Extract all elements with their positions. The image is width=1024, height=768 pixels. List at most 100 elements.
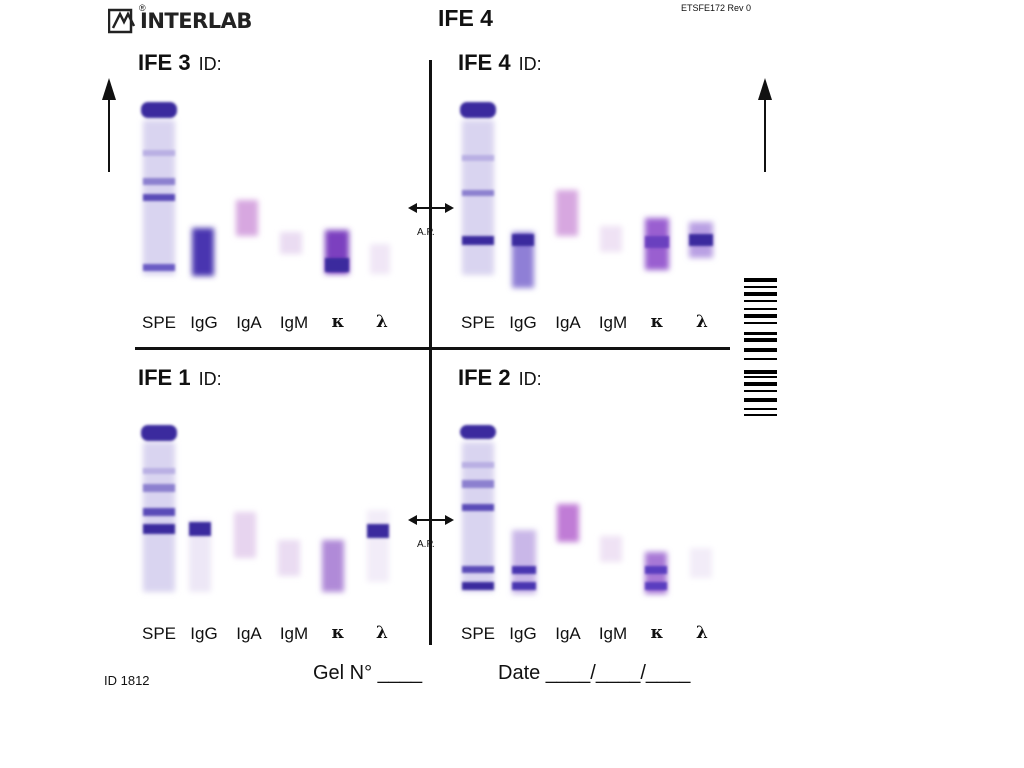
gel-ife2 <box>460 425 712 594</box>
lambda-band <box>370 244 390 274</box>
spe-albumin-band <box>141 425 177 441</box>
spe-band <box>143 468 175 474</box>
lane-label-lambda: λ <box>376 623 388 643</box>
form-id: ID 1812 <box>104 673 150 688</box>
lane-label-iga: IgA <box>555 313 581 332</box>
lane-label-lambda: λ <box>696 312 708 332</box>
spe-band <box>143 524 175 534</box>
lane-label-kappa: κ <box>650 623 664 643</box>
spe-smear <box>143 442 175 592</box>
lane-label-kappa: κ <box>331 623 345 643</box>
igg-band-core <box>512 234 534 246</box>
lambda-band <box>367 510 389 582</box>
igg-band-core <box>512 566 536 574</box>
spe-band <box>462 155 494 161</box>
kappa-band-core <box>645 236 669 248</box>
iga-band <box>557 504 579 542</box>
spe-band <box>143 264 175 271</box>
quadrant-title-ife1: IFE 1 ID: <box>138 365 222 391</box>
quadrant-title-ife3: IFE 3 ID: <box>138 50 222 76</box>
lane-label-igg: IgG <box>190 313 218 332</box>
igm-band <box>278 540 300 576</box>
quadrant-title-ife4: IFE 4 ID: <box>458 50 542 76</box>
lane-label-spe: SPE <box>141 313 177 332</box>
interlab-logo-icon <box>108 8 136 34</box>
spe-smear <box>462 120 494 275</box>
arrow-up-right-icon <box>758 78 772 172</box>
lambda-band-core <box>689 234 713 246</box>
lane-label-lambda: λ <box>376 312 388 332</box>
lane-label-kappa: κ <box>650 312 664 332</box>
spe-band <box>143 178 175 185</box>
quadrant-id-label: ID: <box>198 369 222 389</box>
spe-band <box>462 504 494 511</box>
quadrant-name: IFE 1 <box>138 365 191 390</box>
lane-label-igm: IgM <box>598 624 628 643</box>
spe-albumin-band <box>460 425 496 439</box>
barcode <box>744 278 777 418</box>
spe-band <box>462 236 494 245</box>
spe-band <box>462 462 494 468</box>
arrow-up-left-icon <box>102 78 116 172</box>
lane-label-igg: IgG <box>190 624 218 643</box>
lane-label-iga: IgA <box>236 624 262 643</box>
registered-mark: ® <box>139 3 146 13</box>
brand-name: INTERLAB <box>140 9 252 33</box>
quadrant-name: IFE 2 <box>458 365 511 390</box>
igm-band <box>600 226 622 252</box>
gel-ife3 <box>141 102 390 276</box>
lane-label-igg: IgG <box>509 624 537 643</box>
lane-label-iga: IgA <box>236 313 262 332</box>
iga-band <box>234 512 256 558</box>
quadrant-name: IFE 3 <box>138 50 191 75</box>
spe-albumin-band <box>141 102 177 118</box>
lane-label-igg: IgG <box>509 313 537 332</box>
horizontal-divider <box>135 347 730 350</box>
igg-band-core <box>189 522 211 536</box>
spe-band <box>462 190 494 196</box>
spe-albumin-band <box>460 102 496 118</box>
spe-band <box>143 508 175 516</box>
iga-band <box>556 190 578 236</box>
lane-label-igm: IgM <box>598 313 628 332</box>
iga-band <box>236 200 258 236</box>
spe-band <box>143 150 175 156</box>
lambda-band-core <box>367 524 389 538</box>
lane-label-spe: SPE <box>141 624 177 643</box>
igg-band-core <box>512 582 536 590</box>
igg-band <box>192 228 214 276</box>
quadrant-name: IFE 4 <box>458 50 511 75</box>
igm-band <box>600 536 622 562</box>
vertical-divider <box>429 60 432 645</box>
spe-band <box>143 194 175 201</box>
kappa-band-core <box>645 582 667 590</box>
kappa-band-core <box>645 566 667 574</box>
ap-label-top: A.P. <box>417 227 435 238</box>
quadrant-id-label: ID: <box>198 54 222 74</box>
double-arrow-icon <box>408 515 454 525</box>
quadrant-id-label: ID: <box>518 54 542 74</box>
kappa-band <box>322 540 344 592</box>
ap-label-bottom: A.P. <box>417 539 435 550</box>
date-field: Date ____/____/____ <box>498 662 691 684</box>
page-title: IFE 4 <box>438 5 493 31</box>
interlab-logo: ® INTERLAB <box>108 3 252 36</box>
lane-label-igm: IgM <box>279 624 309 643</box>
spe-band <box>462 480 494 488</box>
lane-label-spe: SPE <box>460 313 496 332</box>
lane-label-igm: IgM <box>279 313 309 332</box>
quadrant-id-label: ID: <box>518 369 542 389</box>
gel-ife1 <box>141 425 389 592</box>
spe-band <box>462 582 494 590</box>
kappa-band-core <box>325 258 349 272</box>
igm-band <box>280 232 302 254</box>
document-reference: ETSFE172 Rev 0 <box>681 3 752 13</box>
lane-label-kappa: κ <box>331 312 345 332</box>
spe-band <box>143 484 175 492</box>
lane-label-spe: SPE <box>460 624 496 643</box>
lane-label-lambda: λ <box>696 623 708 643</box>
double-arrow-icon <box>408 203 454 213</box>
gel-number-field: Gel N° ____ <box>313 662 423 684</box>
lane-label-iga: IgA <box>555 624 581 643</box>
